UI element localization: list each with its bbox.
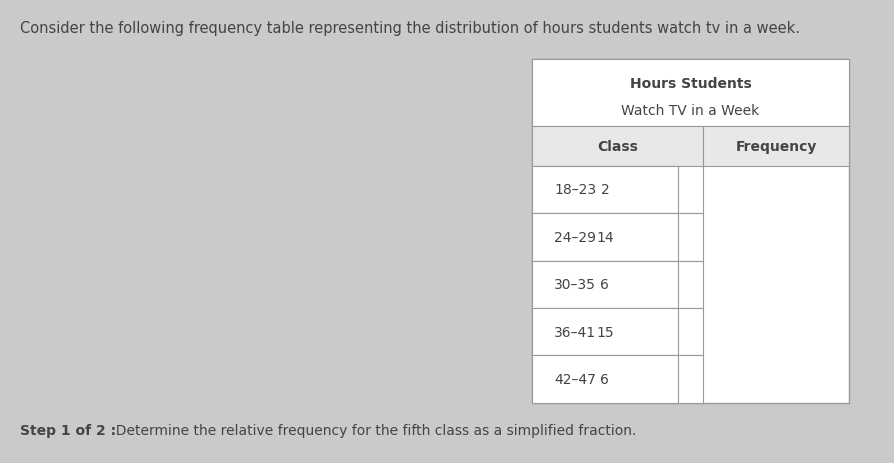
- Bar: [532, 214, 678, 261]
- Text: 42–47: 42–47: [554, 372, 596, 386]
- Text: 14: 14: [596, 230, 614, 244]
- Bar: [532, 60, 849, 127]
- Bar: [532, 308, 678, 356]
- Bar: [532, 356, 704, 403]
- Text: 30–35: 30–35: [554, 278, 596, 292]
- Bar: [532, 356, 678, 403]
- Text: Determine the relative frequency for the fifth class as a simplified fraction.: Determine the relative frequency for the…: [107, 423, 637, 437]
- Bar: [532, 308, 704, 356]
- Bar: [704, 127, 849, 166]
- Text: Class: Class: [597, 140, 638, 154]
- Bar: [532, 60, 849, 403]
- Bar: [532, 166, 704, 214]
- Bar: [532, 127, 704, 166]
- Text: 6: 6: [601, 372, 610, 386]
- Text: Hours Students: Hours Students: [629, 76, 752, 91]
- Text: 15: 15: [596, 325, 614, 339]
- Bar: [532, 261, 678, 308]
- Text: Step 1 of 2 :: Step 1 of 2 :: [20, 423, 116, 437]
- Bar: [532, 261, 704, 308]
- Text: 18–23: 18–23: [554, 183, 596, 197]
- Text: 36–41: 36–41: [554, 325, 596, 339]
- Text: 2: 2: [601, 183, 610, 197]
- Bar: [532, 214, 704, 261]
- Text: 6: 6: [601, 278, 610, 292]
- Bar: [532, 166, 678, 214]
- Text: Consider the following frequency table representing the distribution of hours st: Consider the following frequency table r…: [20, 21, 799, 36]
- Text: 24–29: 24–29: [554, 230, 596, 244]
- Text: Frequency: Frequency: [736, 140, 817, 154]
- Text: Watch TV in a Week: Watch TV in a Week: [621, 103, 760, 117]
